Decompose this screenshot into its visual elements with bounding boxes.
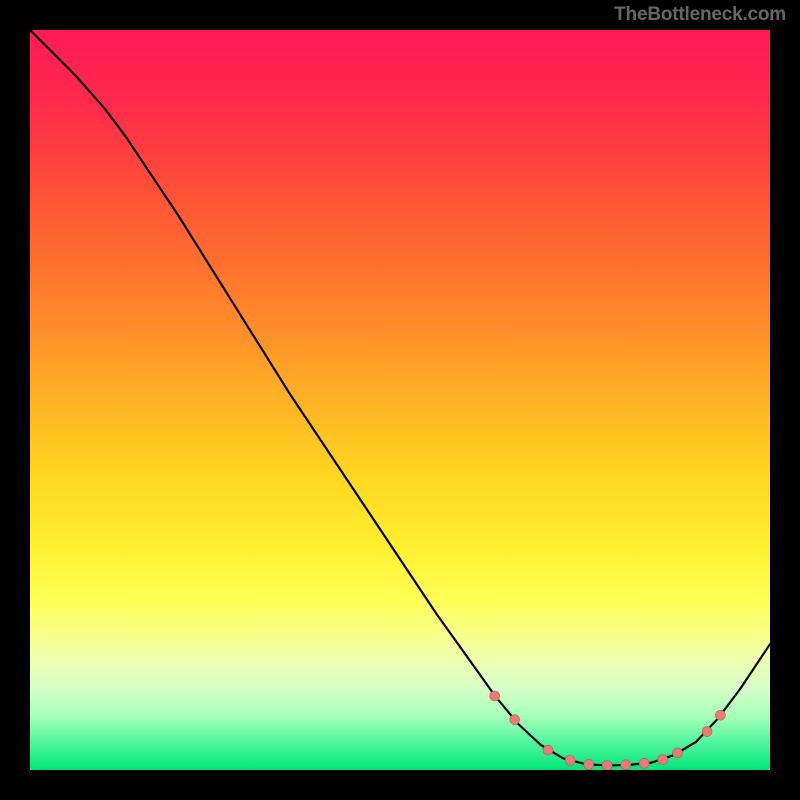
data-marker <box>584 759 594 769</box>
chart-container: TheBottleneck.com <box>0 0 800 800</box>
data-marker <box>673 748 683 758</box>
watermark-label: TheBottleneck.com <box>614 4 786 26</box>
data-marker <box>702 727 712 737</box>
data-marker <box>565 755 575 765</box>
data-marker <box>490 691 500 701</box>
data-marker <box>715 710 725 720</box>
data-marker <box>510 715 520 725</box>
plot-area <box>30 30 770 770</box>
plot-svg <box>30 30 770 770</box>
data-marker <box>543 745 553 755</box>
data-marker <box>639 758 649 768</box>
data-marker <box>658 755 668 765</box>
data-marker <box>621 760 631 770</box>
data-marker <box>602 761 612 770</box>
plot-background <box>30 30 770 770</box>
